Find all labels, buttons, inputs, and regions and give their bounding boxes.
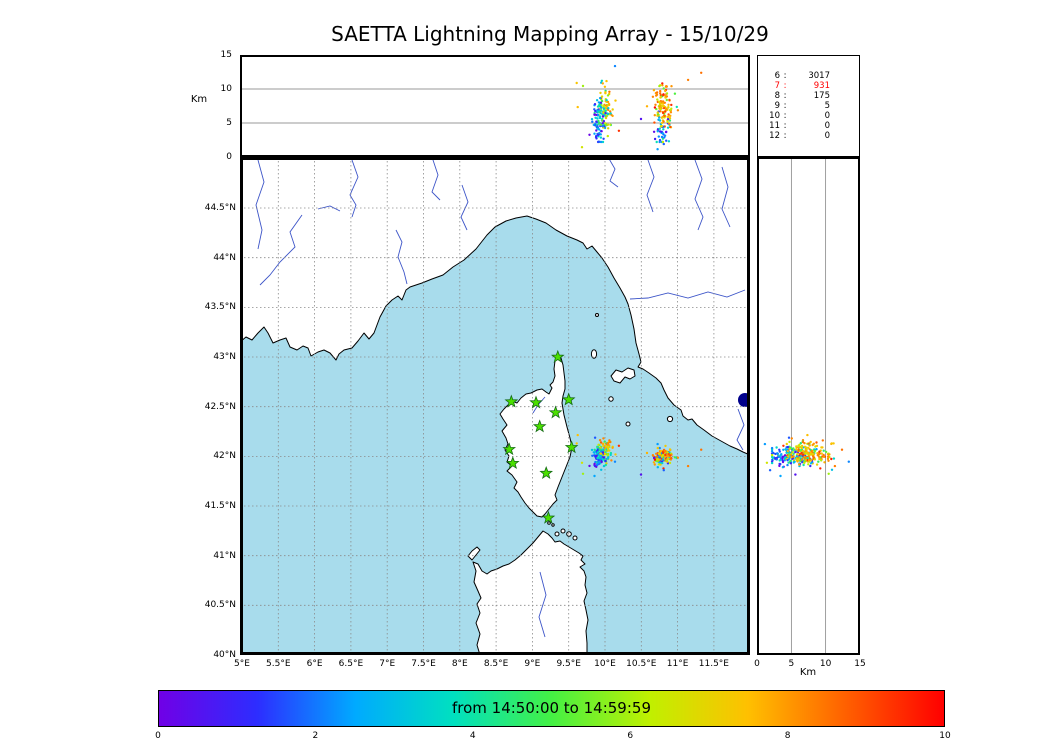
capraia-island bbox=[590, 349, 598, 359]
stats-row: 6:3017 bbox=[774, 71, 830, 81]
mainland-coast bbox=[240, 157, 750, 456]
right-altitude-tick-label: 10 bbox=[819, 659, 832, 669]
stats-row: 7:931 bbox=[774, 81, 830, 91]
right-altitude-axis-label: Km bbox=[799, 667, 817, 678]
altitude-tick-label: 0 bbox=[226, 152, 232, 162]
latitude-tick-label: 40°N bbox=[213, 650, 236, 660]
latitude-tick-label: 44.5°N bbox=[204, 203, 236, 213]
station-star bbox=[539, 466, 553, 480]
altitude-gridlines bbox=[790, 157, 827, 655]
longitude-tick-label: 7°E bbox=[379, 659, 396, 669]
latitude-tick-label: 41°N bbox=[213, 550, 236, 561]
panel-frame bbox=[240, 55, 750, 157]
longitude-tick-label: 7.5°E bbox=[411, 659, 436, 669]
stats-row: 10:0 bbox=[769, 111, 830, 121]
longitude-tick-label: 9°E bbox=[524, 659, 541, 669]
map-panel bbox=[240, 157, 750, 655]
altitude-longitude-panel bbox=[240, 55, 750, 157]
longitude-tick-label: 11°E bbox=[666, 659, 689, 669]
altitude-tick-label: 15 bbox=[220, 50, 232, 60]
longitude-tick-label: 10°E bbox=[594, 659, 616, 669]
small-island bbox=[551, 523, 555, 527]
station-star bbox=[532, 419, 547, 433]
stats-row: 8:175 bbox=[774, 91, 830, 101]
lightning-sources-layer bbox=[575, 433, 703, 478]
station-star bbox=[551, 349, 565, 363]
lightning-sources-layer bbox=[575, 64, 703, 151]
colorbar-time-range-label: from 14:50:00 to 14:59:59 bbox=[451, 699, 651, 717]
asinara-island bbox=[467, 546, 481, 561]
altitude-tick-label: 5 bbox=[226, 118, 232, 128]
latitude-tick-label: 40.5°N bbox=[204, 600, 236, 611]
stats-row: 9:5 bbox=[774, 101, 830, 111]
station-star bbox=[502, 442, 517, 456]
altitude-gridlines bbox=[240, 88, 750, 124]
sardinia-coast bbox=[472, 530, 589, 655]
colorbar-tick-label: 8 bbox=[784, 731, 791, 741]
station-star bbox=[541, 510, 556, 524]
altitude-tick-label: 10 bbox=[220, 84, 232, 94]
small-island bbox=[547, 521, 551, 525]
source-counts-panel: 6:3017 7:931 8:175 9:5 10:0 11:0 12:0 bbox=[757, 55, 860, 157]
station-star bbox=[529, 395, 543, 409]
longitude-tick-label: 5.5°E bbox=[266, 659, 291, 669]
station-star bbox=[564, 440, 579, 454]
small-island bbox=[666, 415, 674, 423]
panel-frame bbox=[757, 157, 860, 655]
longitude-tick-label: 6°E bbox=[306, 659, 323, 669]
small-island bbox=[560, 528, 566, 534]
right-altitude-tick-label: 5 bbox=[788, 659, 795, 669]
small-island bbox=[554, 531, 560, 537]
station-star bbox=[506, 456, 520, 470]
stats-row: 11:0 bbox=[769, 121, 830, 131]
longitude-tick-label: 5°E bbox=[234, 659, 250, 669]
small-island bbox=[572, 535, 578, 541]
stations-layer bbox=[502, 349, 579, 524]
latitude-tick-label: 43°N bbox=[213, 352, 236, 362]
latitude-tick-label: 42.5°N bbox=[204, 401, 236, 412]
small-island bbox=[608, 396, 614, 402]
small-island bbox=[625, 421, 631, 427]
rivers-layer bbox=[255, 157, 746, 638]
colorbar-tick-label: 6 bbox=[627, 731, 634, 741]
colorbar-tick-label: 0 bbox=[155, 731, 161, 741]
longitude-tick-label: 10.5°E bbox=[626, 659, 657, 669]
latitude-tick-label: 41.5°N bbox=[204, 501, 236, 511]
station-star bbox=[504, 394, 519, 408]
latitude-tick-label: 43.5°N bbox=[204, 302, 236, 313]
stats-row: 12:0 bbox=[769, 131, 830, 141]
lightning-sources-layer bbox=[763, 433, 850, 478]
altitude-latitude-panel bbox=[757, 157, 860, 655]
colorbar-tick-label: 2 bbox=[312, 731, 319, 741]
small-island bbox=[595, 313, 599, 317]
colorbar-tick-label: 10 bbox=[939, 731, 951, 741]
station-star bbox=[548, 405, 563, 419]
longitude-tick-label: 6.5°E bbox=[338, 659, 364, 669]
longitude-tick-label: 8.5°E bbox=[483, 659, 509, 669]
coastline-layer bbox=[240, 157, 750, 655]
longitude-tick-label: 11.5°E bbox=[698, 659, 729, 669]
station-star bbox=[561, 392, 576, 406]
altitude-axis-label: Km bbox=[190, 94, 208, 105]
corsica-coast bbox=[499, 353, 573, 518]
elba-island bbox=[610, 367, 636, 384]
map-frame bbox=[240, 157, 750, 655]
longitude-tick-label: 8°E bbox=[451, 659, 468, 669]
right-altitude-tick-label: 0 bbox=[754, 659, 760, 669]
latitude-tick-label: 44°N bbox=[213, 252, 236, 263]
colorbar: from 14:50:00 to 14:59:59 bbox=[158, 690, 945, 727]
longitude-tick-label: 9.5°E bbox=[556, 659, 581, 669]
latitude-tick-label: 42°N bbox=[213, 451, 236, 462]
figure-title: SAETTA Lightning Mapping Array - 15/10/2… bbox=[331, 22, 769, 46]
colorbar-tick-label: 4 bbox=[469, 731, 476, 741]
right-altitude-tick-label: 15 bbox=[854, 659, 866, 669]
